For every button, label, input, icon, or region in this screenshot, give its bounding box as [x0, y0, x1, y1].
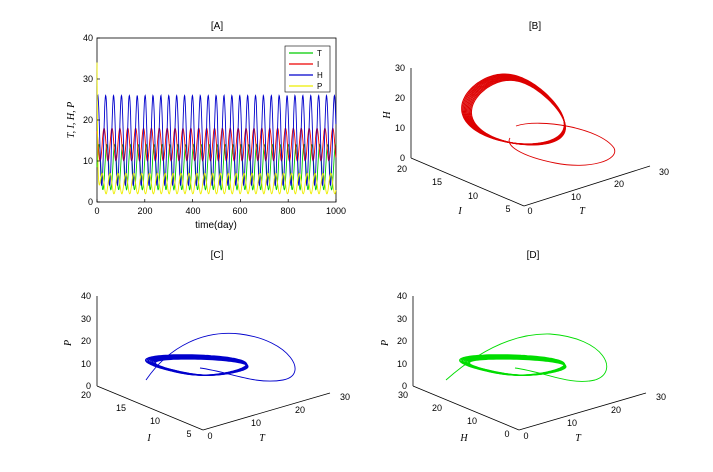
b-ytick-label: 10 [468, 191, 478, 201]
panel-d: [D] 0 10 20 30 40 30 20 10 0 0 10 20 30 … [380, 250, 666, 444]
c-xtick-label: 30 [340, 392, 350, 402]
panel-c-attractor [145, 332, 296, 382]
d-ytick-label: 20 [432, 403, 442, 413]
panel-a-series-group [96, 37, 337, 203]
c-ytick-label: 10 [150, 416, 160, 426]
d-ztick-label: 40 [397, 291, 407, 301]
a-xtick-label: 200 [137, 206, 152, 216]
panel-c-ylabel: I [146, 433, 151, 444]
a-ytick-label: 20 [83, 115, 93, 125]
a-ytick-label: 30 [83, 74, 93, 84]
b-ztick-label: 20 [395, 93, 405, 103]
panel-d-x-axis [518, 392, 647, 431]
d-xtick-label: 0 [523, 431, 528, 441]
attractor-loop [468, 358, 567, 376]
panel-a-yticks: 0 10 20 30 40 [83, 33, 93, 207]
panel-b-zlabel: H [382, 111, 393, 120]
panel-c-y-axis [96, 385, 204, 431]
a-xtick-label: 400 [185, 206, 200, 216]
series-line-h [96, 93, 337, 186]
a-ytick-label: 10 [83, 156, 93, 166]
b-xtick-label: 10 [571, 192, 581, 202]
panel-b: [B] 0 10 20 30 20 15 10 5 0 10 20 30 H I… [382, 21, 669, 217]
attractor-transient [145, 332, 296, 382]
b-ytick-label: 5 [505, 204, 510, 214]
c-xtick-label: 0 [207, 431, 212, 441]
series-line-p [96, 62, 337, 195]
attractor-transient [445, 333, 607, 382]
panel-b-xlabel: T [579, 206, 586, 217]
d-ztick-label: 30 [397, 314, 407, 324]
panel-b-x2-axis [523, 165, 651, 207]
series-line-i [96, 127, 337, 162]
panel-a-title: [A] [211, 21, 223, 32]
a-xtick-label: 0 [94, 206, 99, 216]
d-ztick-label: 20 [397, 336, 407, 346]
d-xtick-label: 10 [567, 418, 577, 428]
d-xtick-label: 30 [656, 392, 666, 402]
panel-a: [A] 0 10 20 30 40 0 200 400 600 800 1000… [66, 21, 346, 231]
panel-a-legend: T I H P [284, 45, 331, 93]
c-xtick-label: 20 [295, 405, 305, 415]
panel-d-ylabel: H [459, 433, 468, 444]
legend-label-h: H [317, 71, 323, 80]
attractor-transient [508, 122, 616, 166]
panel-d-y-axis [412, 385, 520, 431]
panel-c-x-axis [202, 392, 331, 431]
attractor-loop [470, 79, 566, 146]
c-ztick-label: 0 [86, 381, 91, 391]
panel-a-ylabel: T, I, H, P [66, 102, 77, 138]
panel-d-attractor [445, 333, 607, 382]
panel-d-xlabel: T [575, 433, 582, 444]
legend-box [284, 45, 331, 93]
c-ztick-label: 10 [81, 359, 91, 369]
a-xtick-label: 600 [232, 206, 247, 216]
c-ztick-label: 40 [81, 291, 91, 301]
attractor-loop [154, 358, 249, 376]
d-ytick-label: 10 [467, 416, 477, 426]
b-xtick-label: 0 [527, 206, 532, 216]
panel-a-xlabel: time(day) [195, 220, 237, 231]
d-ztick-label: 0 [402, 381, 407, 391]
legend-label-t: T [317, 49, 322, 58]
d-ztick-label: 10 [397, 359, 407, 369]
panel-c-title: [C] [211, 250, 224, 261]
legend-label-p: P [317, 82, 322, 91]
c-ytick-label: 5 [186, 429, 191, 439]
panel-b-attractor [461, 73, 616, 166]
d-ytick-label: 30 [398, 390, 408, 400]
b-ztick-label: 10 [395, 123, 405, 133]
b-xtick-label: 20 [614, 179, 624, 189]
b-ytick-label: 20 [397, 164, 407, 174]
b-ztick-label: 0 [400, 153, 405, 163]
panel-c-xlabel: T [259, 433, 266, 444]
a-ytick-label: 0 [88, 197, 93, 207]
d-ytick-label: 0 [504, 429, 509, 439]
b-ytick-label: 15 [432, 177, 442, 187]
c-ztick-label: 30 [81, 314, 91, 324]
b-ztick-label: 30 [395, 63, 405, 73]
panel-b-title: [B] [529, 21, 541, 32]
a-ytick-label: 40 [83, 33, 93, 43]
panel-c-zlabel: P [63, 340, 74, 347]
d-xtick-label: 20 [611, 405, 621, 415]
panel-a-xticks: 0 200 400 600 800 1000 [94, 206, 346, 216]
c-xtick-label: 10 [251, 418, 261, 428]
panel-b-x-axis [410, 157, 525, 207]
c-ytick-label: 20 [81, 390, 91, 400]
panel-d-zlabel: P [380, 340, 391, 347]
a-xtick-label: 800 [280, 206, 295, 216]
a-xtick-label: 1000 [326, 206, 346, 216]
panel-c: [C] 0 10 20 30 40 20 15 10 5 0 10 20 30 … [63, 250, 350, 444]
legend-label-i: I [317, 60, 319, 69]
c-ytick-label: 15 [116, 403, 126, 413]
panel-d-title: [D] [527, 250, 540, 261]
c-ztick-label: 20 [81, 336, 91, 346]
panel-b-ylabel: I [457, 206, 462, 217]
b-xtick-label: 30 [659, 167, 669, 177]
